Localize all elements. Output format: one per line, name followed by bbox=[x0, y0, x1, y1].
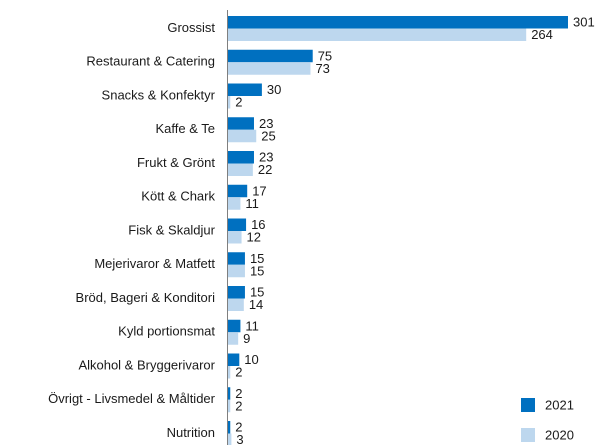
bar bbox=[228, 151, 254, 164]
value-label: 3 bbox=[236, 432, 243, 445]
value-label: 2 bbox=[235, 386, 242, 401]
bar bbox=[228, 264, 245, 278]
bar bbox=[228, 163, 253, 176]
value-label: 30 bbox=[267, 82, 281, 97]
bar bbox=[228, 387, 231, 400]
category-label: Nutrition bbox=[167, 425, 215, 440]
value-label: 22 bbox=[258, 162, 272, 177]
value-label: 25 bbox=[261, 128, 275, 143]
value-label: 15 bbox=[250, 263, 264, 278]
bar bbox=[228, 433, 232, 445]
bar bbox=[228, 117, 254, 130]
bar bbox=[228, 129, 257, 143]
category-label: Kaffe & Te bbox=[155, 121, 215, 136]
legend-label: 2020 bbox=[545, 427, 574, 442]
category-label: Kyld portionsmat bbox=[118, 324, 215, 339]
bar bbox=[228, 421, 231, 434]
value-label: 10 bbox=[244, 352, 258, 367]
legend-label: 2021 bbox=[545, 397, 574, 412]
bar bbox=[228, 62, 311, 75]
bar bbox=[228, 366, 231, 379]
category-label: Kött & Chark bbox=[141, 189, 215, 204]
bar bbox=[228, 252, 245, 265]
value-label: 264 bbox=[531, 27, 553, 42]
bar bbox=[228, 83, 262, 96]
category-label: Övrigt - Livsmedel & Måltider bbox=[48, 391, 216, 406]
category-label: Alkohol & Bryggerivaror bbox=[78, 357, 215, 372]
legend-swatch bbox=[521, 398, 535, 412]
value-label: 23 bbox=[259, 150, 273, 165]
value-label: 11 bbox=[245, 196, 258, 211]
bar bbox=[228, 353, 240, 366]
category-label: Restaurant & Catering bbox=[86, 54, 215, 69]
value-label: 16 bbox=[251, 217, 265, 232]
value-label: 11 bbox=[245, 318, 258, 333]
value-label: 14 bbox=[249, 297, 263, 312]
value-label: 17 bbox=[252, 183, 266, 198]
bar bbox=[228, 319, 241, 333]
value-label: 23 bbox=[259, 116, 273, 131]
legend-swatch bbox=[521, 428, 535, 442]
bar bbox=[228, 184, 248, 198]
bar bbox=[228, 197, 241, 210]
category-label: Snacks & Konfektyr bbox=[102, 87, 216, 102]
category-label: Bröd, Bageri & Konditori bbox=[76, 290, 216, 305]
value-label: 15 bbox=[250, 285, 264, 300]
value-label: 2 bbox=[235, 420, 242, 435]
value-label: 9 bbox=[243, 331, 250, 346]
bar bbox=[228, 28, 527, 41]
category-label: Grossist bbox=[167, 20, 215, 35]
category-label: Mejerivaror & Matfett bbox=[94, 256, 215, 271]
bar bbox=[228, 332, 239, 345]
value-label: 301 bbox=[573, 15, 595, 30]
bar bbox=[228, 231, 242, 244]
value-label: 2 bbox=[235, 398, 242, 413]
bar bbox=[228, 399, 231, 413]
bar bbox=[228, 286, 245, 299]
value-label: 2 bbox=[235, 95, 242, 110]
bar bbox=[228, 218, 247, 231]
bar bbox=[228, 96, 231, 109]
bar bbox=[228, 49, 313, 63]
category-label: Frukt & Grönt bbox=[137, 155, 215, 170]
value-label: 2 bbox=[235, 365, 242, 380]
value-label: 15 bbox=[250, 251, 264, 266]
bar bbox=[228, 16, 568, 29]
value-label: 12 bbox=[247, 230, 261, 245]
bar bbox=[228, 298, 244, 311]
category-label: Fisk & Skaldjur bbox=[128, 222, 215, 237]
value-label: 73 bbox=[315, 61, 329, 76]
value-label: 75 bbox=[318, 48, 332, 63]
